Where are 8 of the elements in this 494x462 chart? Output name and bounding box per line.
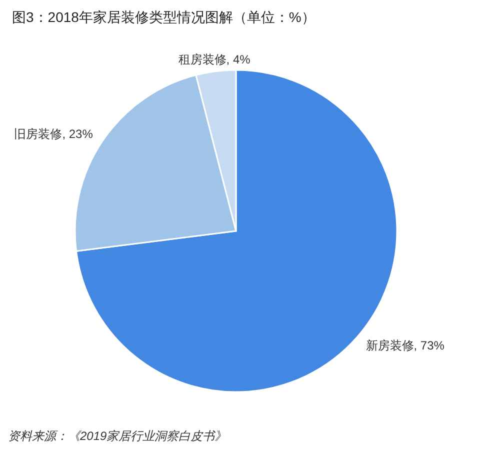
slice-label: 旧房装修 [14,126,62,141]
slice-label: 租房装修 [178,52,226,66]
chart-title: 图3：2018年家居装修类型情况图解（单位：%） [12,9,316,25]
text: 资料来源：《2019家居行业洞察白皮书》 [8,429,227,443]
slice-label: 新房装修 [366,338,414,352]
data-label: , 4% [226,52,251,66]
data-label: , 73% [414,338,445,352]
data-label: , 23% [62,126,94,141]
